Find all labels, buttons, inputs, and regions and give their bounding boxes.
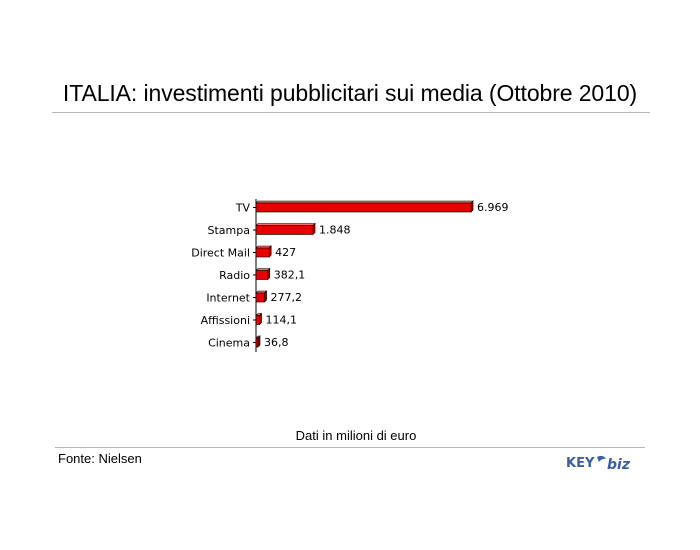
bar [255,315,260,325]
category-label: Stampa [208,224,250,237]
category-label: Affissioni [201,314,250,327]
bar [255,292,265,303]
bar [255,270,269,280]
category-label: Direct Mail [191,247,250,260]
category-label: Radio [219,269,250,282]
data-label: 36,8 [264,336,289,349]
data-label: 114,1 [266,314,298,327]
bar [255,202,472,213]
category-label: Cinema [208,337,250,350]
data-label: 6.969 [477,201,509,214]
bars-layer: TV 6.969 Stampa 1.848 Direct Mail 427 Radio 382… [191,199,509,352]
bar [255,247,270,258]
bar-top [255,245,272,249]
logo-text-biz: biz [607,457,631,473]
logo-text-key: KEY [566,456,595,471]
title-divider [52,112,650,113]
bar-top [255,223,316,226]
chart-title: ITALIA: investimenti pubblicitari sui me… [62,80,638,106]
data-label: 277,2 [271,291,303,304]
bar-top [255,200,474,204]
data-label: 427 [275,246,296,259]
data-label: 382,1 [274,269,306,282]
bar [255,225,314,235]
source-note: Fonte: Nielsen [58,451,142,466]
data-label: 1.848 [319,224,351,237]
bar-chart: TV 6.969 Stampa 1.848 Direct Mail 427 Radio 382… [191,199,509,352]
units-note: Dati in milioni di euro [295,428,417,443]
category-label: TV [235,202,251,215]
logo-swoosh [597,455,606,462]
footer-divider [55,447,645,448]
category-label: Internet [206,292,250,305]
key4biz-logo: KEY biz [566,455,631,473]
bar [255,337,259,348]
